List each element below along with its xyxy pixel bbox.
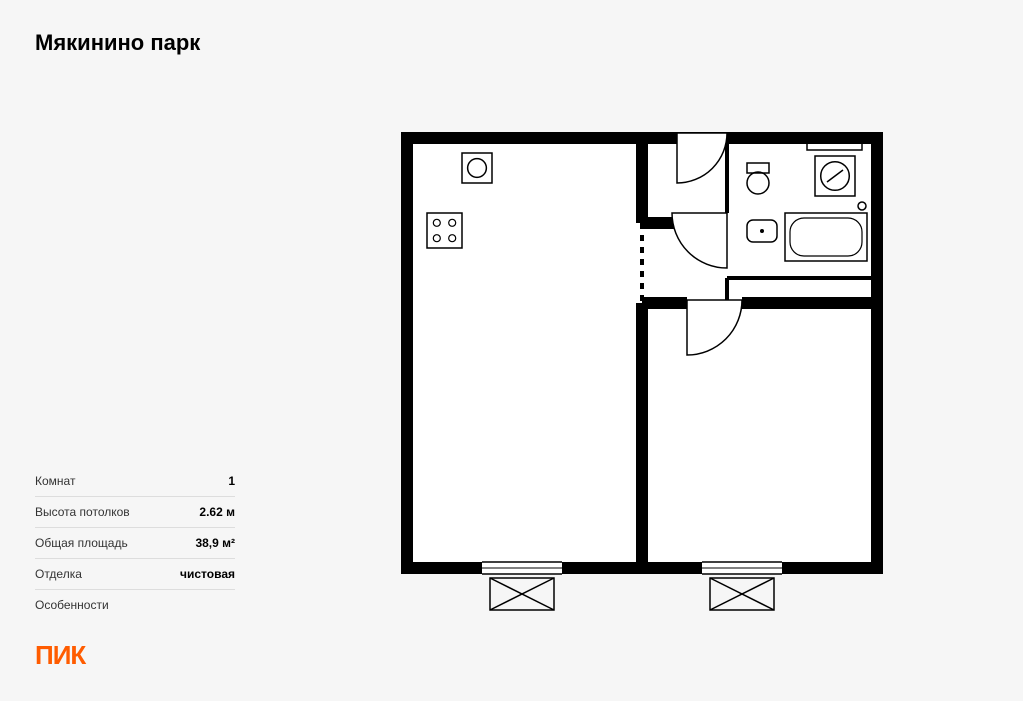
spec-label: Высота потолков: [35, 505, 130, 519]
project-title: Мякинино парк: [35, 30, 988, 56]
spec-label: Особенности: [35, 598, 109, 612]
main-layout: Комнат 1 Высота потолков 2.62 м Общая пл…: [35, 86, 988, 620]
spec-row: Комнат 1: [35, 466, 235, 497]
spec-value: чистовая: [180, 567, 235, 581]
spec-value: 1: [228, 474, 235, 488]
specs-sidebar: Комнат 1 Высота потолков 2.62 м Общая пл…: [35, 466, 235, 620]
spec-value: 2.62 м: [199, 505, 235, 519]
spec-value: 38,9 м²: [195, 536, 235, 550]
spec-row: Общая площадь 38,9 м²: [35, 528, 235, 559]
spec-row: Высота потолков 2.62 м: [35, 497, 235, 528]
brand-logo: ПИК: [35, 640, 85, 671]
spec-row: Отделка чистовая: [35, 559, 235, 590]
spec-row: Особенности: [35, 590, 235, 620]
floorplan-container: [295, 86, 988, 620]
floorplan-diagram: [382, 93, 902, 613]
spec-label: Комнат: [35, 474, 75, 488]
spec-label: Отделка: [35, 567, 82, 581]
spec-label: Общая площадь: [35, 536, 128, 550]
